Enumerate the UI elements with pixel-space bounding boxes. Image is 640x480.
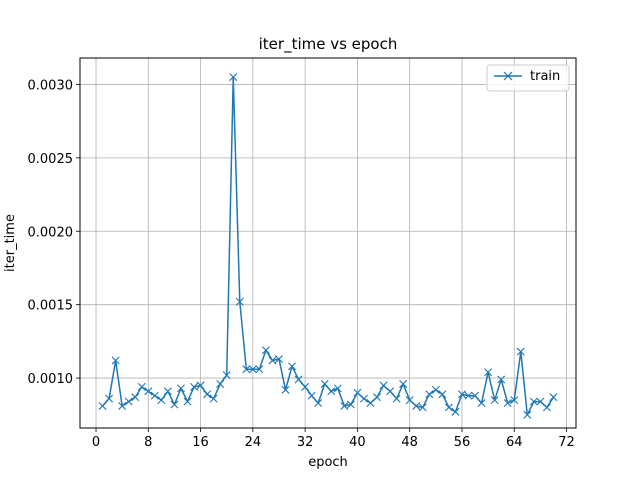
data-point-marker: [118, 401, 127, 410]
x-tick-label: 40: [349, 435, 366, 450]
data-point-marker: [163, 387, 172, 396]
data-point-marker: [196, 381, 205, 390]
data-point-marker: [464, 391, 473, 400]
y-tick-label: 0.0020: [28, 225, 74, 240]
data-point-marker: [484, 368, 493, 377]
data-point-marker: [307, 391, 316, 400]
x-tick-label: 56: [454, 435, 471, 450]
legend-label-train: train: [530, 69, 560, 84]
data-point-marker: [516, 347, 525, 356]
legend-box: [486, 64, 570, 92]
data-point-marker: [444, 403, 453, 412]
y-tick-label: 0.0010: [28, 372, 74, 387]
data-point-marker: [274, 355, 283, 363]
data-point-marker: [281, 385, 290, 394]
data-point-marker: [301, 382, 310, 391]
data-point-marker: [399, 379, 408, 388]
x-tick-label: 16: [192, 435, 209, 450]
data-point-marker: [131, 393, 140, 402]
data-point-marker: [222, 371, 231, 380]
data-point-marker: [333, 384, 342, 393]
data-point-marker: [150, 391, 159, 400]
data-point-marker: [327, 387, 336, 396]
series-layer: [98, 73, 558, 419]
data-point-marker: [451, 407, 460, 416]
y-axis-label: iter_time: [3, 214, 18, 272]
data-point-marker: [392, 394, 401, 403]
data-point-marker: [255, 365, 264, 374]
data-point-marker: [457, 390, 466, 399]
data-point-marker: [229, 73, 238, 82]
x-tick-label: 64: [506, 435, 523, 450]
data-point-marker: [320, 379, 329, 388]
data-point-marker: [170, 400, 179, 409]
data-point-marker: [340, 401, 349, 410]
plot-frame: [79, 57, 577, 429]
data-point-marker: [542, 403, 551, 412]
data-point-marker: [346, 400, 355, 409]
data-point-marker: [477, 399, 486, 408]
data-point-marker: [98, 401, 107, 410]
data-point-marker: [157, 396, 166, 405]
data-point-marker: [235, 297, 244, 306]
data-point-marker: [190, 382, 199, 391]
x-axis-label: epoch: [308, 455, 348, 470]
data-point-marker: [242, 365, 251, 374]
data-point-marker: [412, 401, 421, 410]
data-point-marker: [261, 346, 270, 355]
data-point-marker: [314, 399, 323, 408]
data-point-marker: [248, 365, 257, 374]
data-point-marker: [111, 356, 120, 365]
grid: [80, 58, 576, 428]
data-point-marker: [288, 362, 297, 371]
data-point-marker: [209, 394, 218, 403]
data-point-marker: [366, 399, 375, 408]
data-point-marker: [549, 393, 558, 402]
data-point-marker: [523, 410, 532, 419]
data-point-marker: [418, 403, 427, 412]
legend: train: [486, 64, 570, 92]
data-point-marker: [510, 396, 519, 405]
data-point-marker: [353, 388, 362, 397]
ticks: 0 8 16 24 32 40 48 56 64 72 0.0010 0.0015 0.0020 0.00…: [28, 78, 575, 450]
data-point-marker: [405, 396, 414, 405]
data-point-marker: [386, 387, 395, 396]
y-tick-label: 0.0025: [28, 152, 74, 167]
data-point-marker: [294, 375, 303, 384]
data-point-marker: [203, 390, 212, 399]
data-point-marker: [431, 385, 440, 394]
x-tick-label: 8: [144, 435, 152, 450]
data-point-marker: [176, 384, 185, 393]
data-point-marker: [536, 397, 545, 406]
data-point-marker: [497, 375, 506, 384]
data-point-marker: [105, 394, 114, 403]
x-tick-label: 48: [401, 435, 418, 450]
y-tick-label: 0.0015: [28, 299, 74, 314]
data-point-marker: [529, 397, 538, 406]
data-point-marker: [471, 391, 480, 400]
data-point-marker: [425, 390, 434, 399]
data-point-marker: [373, 393, 382, 402]
data-point-marker: [490, 396, 499, 405]
chart-title: iter_time vs epoch: [259, 35, 398, 54]
data-point-marker: [124, 397, 133, 406]
legend-marker-swatch: [503, 71, 513, 81]
x-tick-label: 32: [297, 435, 314, 450]
data-point-marker: [144, 387, 153, 396]
data-point-marker: [359, 394, 368, 403]
data-point-marker: [216, 379, 225, 388]
x-tick-label: 24: [245, 435, 262, 450]
data-point-marker: [137, 382, 146, 391]
x-tick-label: 0: [92, 435, 100, 450]
data-point-marker: [268, 356, 277, 365]
y-tick-label: 0.0030: [28, 78, 74, 93]
data-point-marker: [503, 399, 512, 408]
data-point-marker: [183, 397, 192, 406]
data-point-marker: [379, 381, 388, 390]
data-point-marker: [438, 390, 447, 399]
x-tick-label: 72: [558, 435, 575, 450]
